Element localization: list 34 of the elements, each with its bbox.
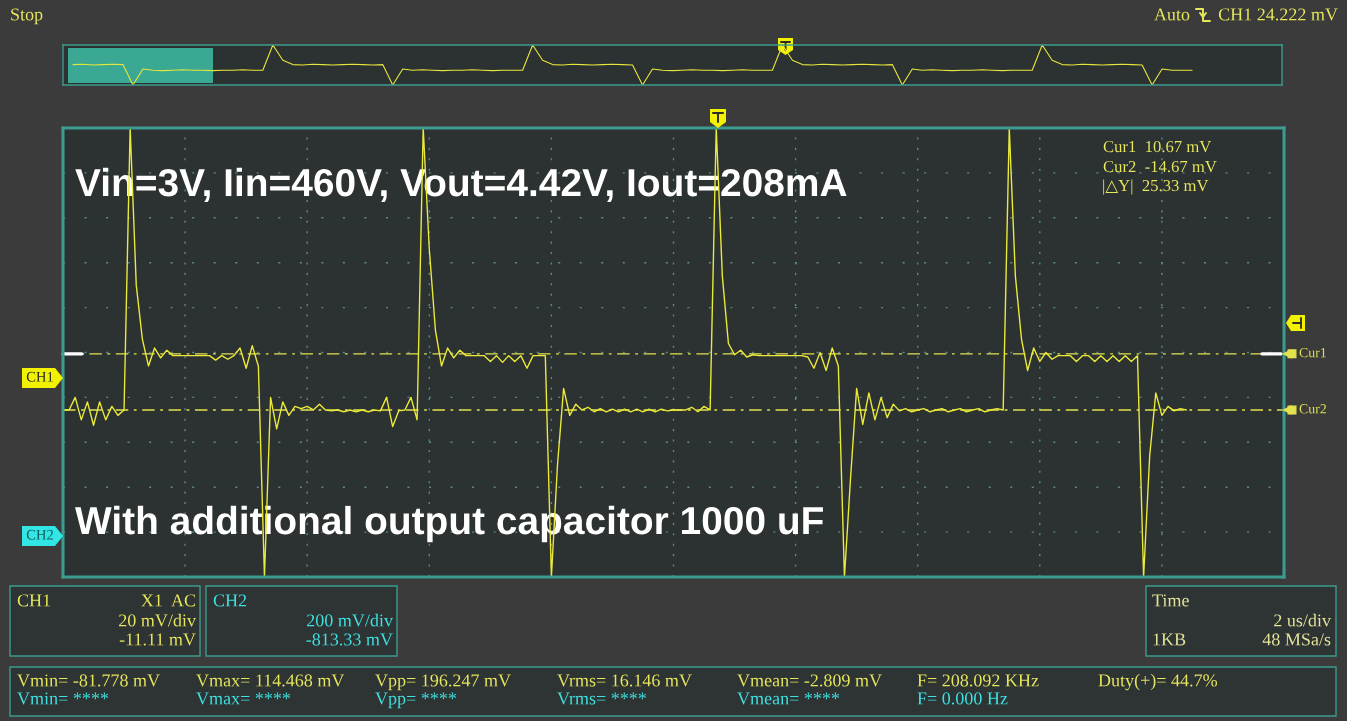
text: X1 AC: [141, 594, 195, 607]
text: Stop: [11, 8, 43, 25]
text: F= 0.000 Hz: [917, 692, 1008, 705]
text: F= 208.092 KHz: [917, 674, 1039, 687]
ref-line-label: Cur1: [1299, 347, 1326, 358]
text: Auto: [1154, 8, 1190, 21]
text: CH1: [26, 371, 53, 382]
text: 2 us/div: [1274, 613, 1331, 627]
annotation: |△Y| 25.33 mV: [1103, 179, 1209, 195]
text: -11.11 mV: [119, 633, 196, 646]
text: 1KB: [1153, 633, 1186, 646]
text: Vmax= ****: [196, 692, 291, 705]
text: Vmean= ****: [737, 692, 840, 705]
text: Vrms= 16.146 mV: [557, 674, 692, 687]
text: CH2: [213, 594, 247, 607]
annotation: Cur2 -14.67 mV: [1103, 160, 1217, 173]
text: Duty(+)= 44.7%: [1098, 673, 1218, 691]
text: Vmin= ****: [17, 692, 109, 705]
text: Vpp= 196.247 mV: [375, 674, 511, 691]
text: Vpp= ****: [375, 692, 457, 709]
text: Time: [1152, 594, 1189, 607]
text: CH2: [26, 529, 53, 540]
text: -813.33 mV: [306, 633, 393, 646]
text: Vmean= -2.809 mV: [737, 674, 882, 687]
text: Vrms= ****: [557, 692, 646, 705]
text: CH1 24.222 mV: [1218, 8, 1338, 21]
annotation: Cur1 10.67 mV: [1103, 140, 1212, 153]
ref-line-label: Cur2: [1299, 404, 1327, 414]
text: 200 mV/div: [307, 613, 393, 627]
text: 48 MSa/s: [1262, 633, 1331, 646]
text: Vmin= -81.778 mV: [17, 674, 160, 687]
text: Vmax= 114.468 mV: [196, 674, 345, 687]
text: 20 mV/div: [119, 613, 196, 627]
text: CH1: [17, 594, 51, 607]
